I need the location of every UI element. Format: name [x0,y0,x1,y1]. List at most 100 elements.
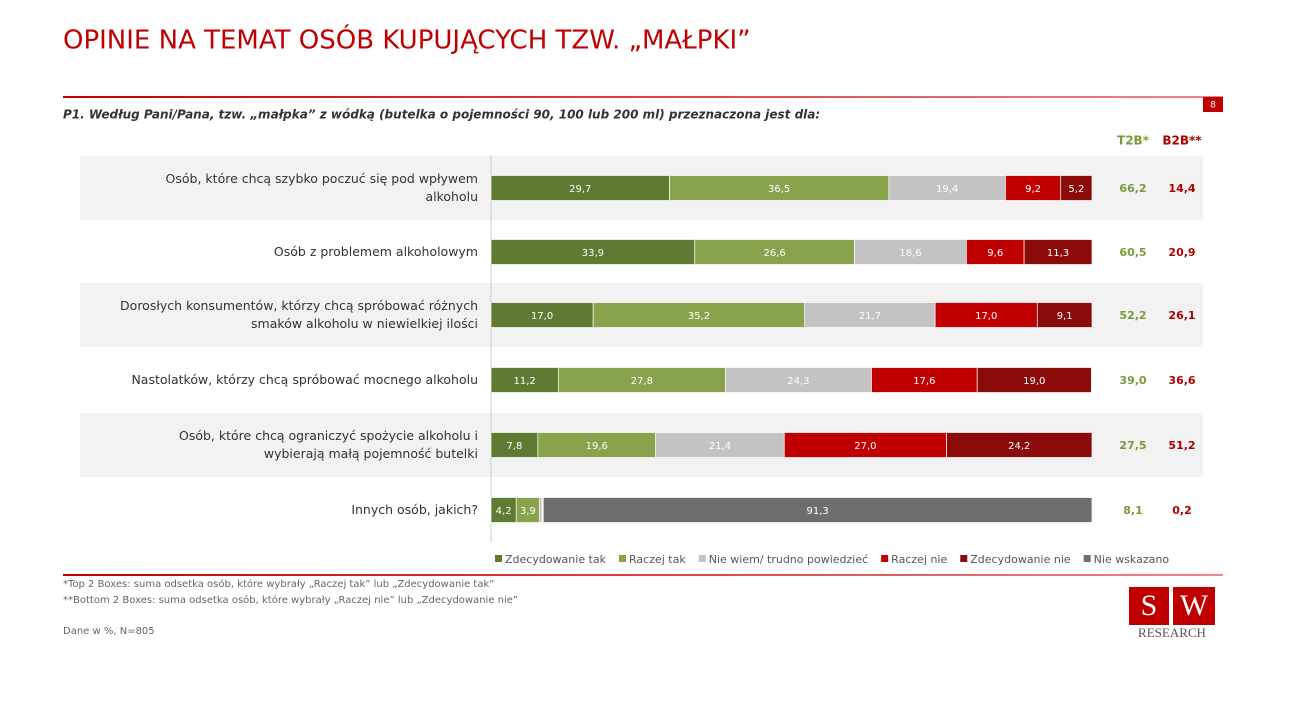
bar-segment [592,302,806,328]
data-label: 3,9 [520,506,536,517]
summary-header: B2B** [1162,134,1202,148]
data-label: 7,8 [506,441,522,452]
legend-label: Raczej tak [629,553,686,566]
bar-segment [1005,175,1062,201]
legend-swatch [698,555,706,562]
data-label: 24,2 [1008,441,1030,452]
bar-segment [542,497,1093,523]
data-label: 26,6 [764,248,786,259]
data-label: 17,0 [975,311,997,322]
summary-value: 20,9 [1168,246,1195,259]
bar-segment [655,432,785,458]
bar-segment [946,432,1093,458]
legend-label: Zdecydowanie nie [970,553,1071,566]
bar-segment [557,367,726,393]
data-note: Dane w %, N=805 [63,626,155,637]
page-number: 8 [1210,101,1216,111]
divider [63,96,1223,98]
bar-segment [490,367,559,393]
footnote: **Bottom 2 Boxes: suma odsetka osób, któ… [63,594,518,606]
bar-segment [490,239,696,265]
data-label: 9,1 [1057,311,1073,322]
bar-segment [490,432,539,458]
bar-segment [539,497,543,523]
data-label: 29,7 [569,184,591,195]
bar-segment [1060,175,1093,201]
bar-segment [804,302,936,328]
bar-segment [783,432,947,458]
data-label: 4,2 [496,506,512,517]
summary-value: 27,5 [1119,439,1146,452]
category-label: Nastolatków, którzy chcą spróbować mocne… [131,372,478,387]
logo-text: RESEARCH [1138,625,1206,640]
legend-label: Zdecydowanie tak [505,553,607,566]
bar-segment [976,367,1092,393]
category-label: Osób, które chcą szybko poczuć się pod w… [165,171,478,204]
bar-segment [490,175,670,201]
data-label: 24,3 [787,376,809,387]
bar-segment [1023,239,1093,265]
data-label: 36,5 [768,184,790,195]
bar-segment [537,432,657,458]
summary-value: 51,2 [1168,439,1195,452]
legend-swatch [1083,555,1091,562]
data-label: 33,9 [582,248,604,259]
category-label: Osób, które chcą ograniczyć spożycie alk… [179,428,478,461]
bar-segment [871,367,978,393]
data-label: 18,6 [899,248,921,259]
summary-value: 39,0 [1119,374,1146,387]
page-badge [1203,97,1223,112]
question: P1. Według Pani/Pana, tzw. „małpka” z wó… [63,108,820,122]
legend-swatch [495,555,502,562]
bar-segment [966,239,1025,265]
logo-box [1129,587,1169,625]
legend-label: Nie wiem/ trudno powiedzieć [709,553,868,566]
footnote: *Top 2 Boxes: suma odsetka osób, które w… [63,578,494,590]
category-label: Innych osób, jakich? [351,502,478,517]
data-label: 91,3 [807,506,829,517]
summary-value: 8,1 [1123,504,1143,517]
bar-segment [1036,302,1093,328]
legend-label: Raczej nie [891,553,947,566]
data-label: 9,2 [1025,184,1041,195]
data-label: 11,3 [1047,248,1069,259]
data-label: 17,0 [531,311,553,322]
bar-segment [854,239,967,265]
data-label: 35,2 [688,311,710,322]
divider [63,574,1223,576]
summary-header: T2B* [1117,134,1150,148]
data-label: 21,7 [859,311,881,322]
bar-segment [694,239,855,265]
summary-value: 0,2 [1172,504,1192,517]
legend-label: Nie wskazano [1094,553,1170,566]
data-label: 5,2 [1068,184,1084,195]
data-label: 27,8 [631,376,653,387]
summary-value: 52,2 [1119,309,1146,322]
legend-swatch [881,555,889,562]
data-label: 19,6 [586,441,608,452]
summary-value: 14,4 [1168,182,1195,195]
bar-segment [888,175,1006,201]
data-label: 11,2 [514,376,536,387]
summary-value: 60,5 [1119,246,1146,259]
data-label: 21,4 [709,441,731,452]
slide-title: OPINIE NA TEMAT OSÓB KUPUJĄCYCH TZW. „MA… [63,24,751,56]
bar-segment [669,175,890,201]
logo-letter: W [1180,589,1209,622]
summary-value: 36,6 [1168,374,1195,387]
category-label: Osób z problemem alkoholowym [273,244,478,259]
data-label: 19,4 [936,184,958,195]
legend-swatch [960,555,968,562]
data-label: 27,0 [854,441,876,452]
legend-swatch [619,555,627,562]
data-label: 17,6 [913,376,935,387]
logo-box [1173,587,1215,625]
bar-segment [490,302,594,328]
bar-segment [934,302,1038,328]
summary-value: 66,2 [1119,182,1146,195]
data-label: 9,6 [987,248,1003,259]
summary-value: 26,1 [1168,309,1195,322]
logo-letter: S [1141,589,1158,622]
